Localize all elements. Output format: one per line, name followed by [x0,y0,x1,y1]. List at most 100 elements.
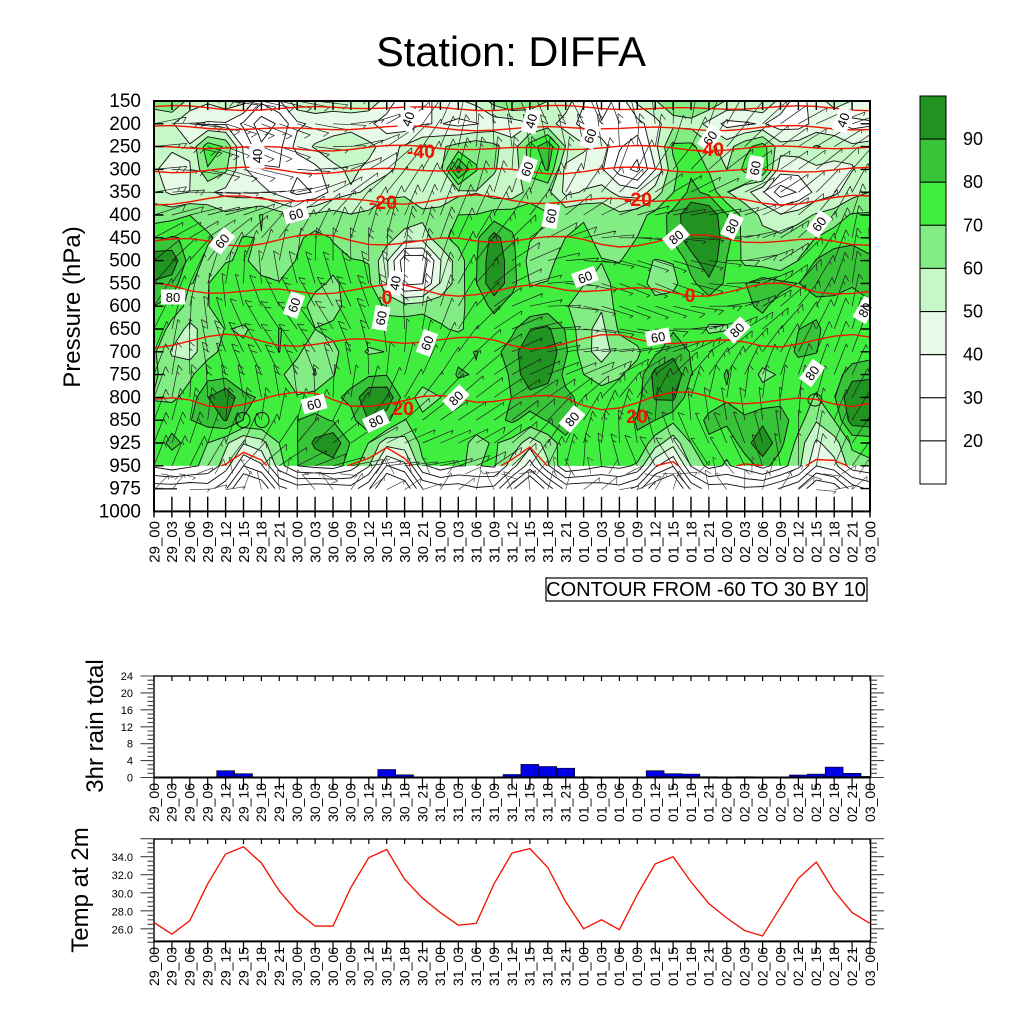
svg-text:01_15: 01_15 [665,783,681,822]
svg-text:16: 16 [121,705,133,717]
svg-text:29_18: 29_18 [253,783,269,822]
svg-text:30_18: 30_18 [397,521,414,563]
svg-text:02_09: 02_09 [772,783,788,822]
svg-text:30_00: 30_00 [289,783,305,822]
svg-text:40: 40 [387,275,404,292]
svg-text:31_18: 31_18 [540,947,556,986]
svg-text:-40: -40 [407,141,435,163]
svg-text:60: 60 [418,334,437,353]
svg-text:20: 20 [392,398,414,420]
svg-text:29_03: 29_03 [164,783,180,822]
svg-text:60: 60 [963,258,983,278]
svg-text:31_15: 31_15 [522,947,538,986]
svg-text:30: 30 [963,388,983,408]
svg-text:31_00: 31_00 [432,783,448,822]
svg-text:60: 60 [650,329,667,346]
svg-text:26.0: 26.0 [112,924,133,936]
svg-text:950: 950 [109,456,141,477]
svg-text:80: 80 [802,363,823,383]
svg-text:02_15: 02_15 [808,783,824,822]
svg-text:02_18: 02_18 [826,947,842,986]
svg-text:250: 250 [109,137,141,158]
svg-text:200: 200 [109,114,141,135]
svg-text:02_09: 02_09 [772,947,788,986]
svg-text:925: 925 [109,433,141,454]
svg-text:Temp at 2m: Temp at 2m [67,827,94,952]
svg-text:60: 60 [747,160,764,177]
svg-text:50: 50 [963,302,983,322]
svg-text:0: 0 [382,287,393,309]
svg-text:60: 60 [373,310,390,327]
svg-text:40: 40 [250,149,265,163]
svg-text:01_12: 01_12 [648,521,665,563]
svg-text:30_18: 30_18 [396,947,412,986]
svg-text:02_00: 02_00 [719,783,735,822]
svg-text:01_09: 01_09 [629,947,645,986]
svg-text:30_12: 30_12 [361,783,377,822]
svg-text:29_18: 29_18 [254,521,271,563]
svg-text:01_18: 01_18 [683,783,699,822]
svg-text:40: 40 [399,110,418,129]
svg-text:30_03: 30_03 [307,947,323,986]
svg-text:20: 20 [121,688,133,700]
svg-text:450: 450 [109,228,141,249]
svg-text:Station: DIFFA: Station: DIFFA [376,28,646,75]
svg-text:-20: -20 [369,192,397,214]
svg-text:31_21: 31_21 [558,947,574,986]
svg-text:30_03: 30_03 [307,783,323,822]
svg-text:80: 80 [963,172,983,192]
svg-text:20: 20 [626,406,648,428]
svg-text:01_03: 01_03 [593,947,609,986]
svg-text:02_18: 02_18 [826,783,842,822]
svg-text:700: 700 [109,342,141,363]
svg-text:30_06: 30_06 [325,783,341,822]
svg-text:31_03: 31_03 [450,783,466,822]
svg-text:34.0: 34.0 [112,852,133,864]
svg-text:29_09: 29_09 [200,783,216,822]
svg-text:02_15: 02_15 [809,521,826,563]
svg-text:30_12: 30_12 [361,521,378,563]
svg-text:29_15: 29_15 [235,783,251,822]
svg-text:01_00: 01_00 [576,521,593,563]
svg-text:850: 850 [109,410,141,431]
svg-text:02_15: 02_15 [808,947,824,986]
svg-text:400: 400 [109,205,141,226]
svg-text:40: 40 [963,345,983,365]
svg-text:28.0: 28.0 [112,906,133,918]
svg-text:01_18: 01_18 [683,947,699,986]
svg-text:03_00: 03_00 [862,947,878,986]
svg-text:CONTOUR FROM -60 TO 30 BY 10: CONTOUR FROM -60 TO 30 BY 10 [546,579,866,601]
svg-text:02_03: 02_03 [737,947,753,986]
svg-text:31_03: 31_03 [451,521,468,563]
svg-text:31_15: 31_15 [522,783,538,822]
svg-text:01_06: 01_06 [611,947,627,986]
svg-text:90: 90 [963,129,983,149]
svg-text:02_03: 02_03 [737,521,754,563]
svg-text:30_09: 30_09 [343,947,359,986]
svg-text:29_00: 29_00 [146,783,162,822]
svg-text:975: 975 [109,479,141,500]
svg-text:31_18: 31_18 [540,521,557,563]
svg-text:3hr rain total: 3hr rain total [82,659,109,792]
svg-text:29_00: 29_00 [146,947,162,986]
svg-text:02_18: 02_18 [827,521,844,563]
svg-text:01_03: 01_03 [593,783,609,822]
svg-text:80: 80 [722,216,742,235]
svg-text:29_12: 29_12 [218,521,235,563]
svg-text:02_12: 02_12 [791,521,808,563]
svg-text:29_06: 29_06 [182,947,198,986]
svg-text:600: 600 [109,296,141,317]
svg-text:1000: 1000 [99,501,141,522]
svg-text:01_21: 01_21 [701,783,717,822]
svg-text:02_21: 02_21 [844,947,860,986]
svg-text:31_03: 31_03 [450,947,466,986]
svg-text:500: 500 [109,251,141,272]
svg-text:80: 80 [366,411,385,431]
svg-text:12: 12 [121,722,133,734]
svg-text:01_06: 01_06 [611,783,627,822]
svg-text:29_09: 29_09 [200,947,216,986]
svg-text:60: 60 [700,128,721,148]
svg-text:01_00: 01_00 [575,783,591,822]
svg-text:02_00: 02_00 [719,947,735,986]
svg-text:31_12: 31_12 [504,521,521,563]
